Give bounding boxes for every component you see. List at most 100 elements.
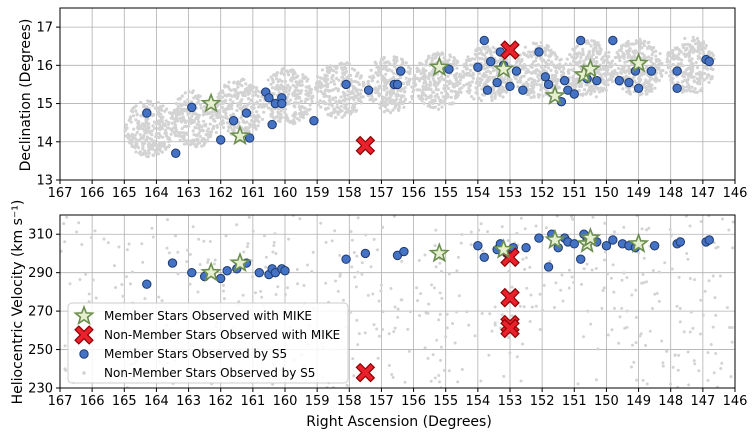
bottom-bg-star [715,385,719,388]
top-bg-star [691,64,695,68]
top-bg-star [625,69,629,73]
bottom-bg-star [640,281,644,285]
top-bg-star [269,107,273,111]
top-bg-star [202,143,206,147]
top-bg-star [524,80,529,85]
top-member-s5-point [473,62,483,72]
bottom-bg-star [487,353,491,357]
bottom-member-mike-point [229,251,251,273]
top-bg-star [134,109,138,113]
top-bg-star [212,119,216,123]
top-bg-star [357,93,361,97]
bottom-bg-star [677,353,681,357]
bottom-bg-star [305,263,309,267]
top-bg-star [243,90,247,94]
top-bg-star [481,45,485,49]
top-bg-star [246,97,251,101]
top-bg-star [613,62,617,67]
bottom-bg-star [75,230,79,234]
top-bg-star [390,69,394,73]
top-bg-star [142,128,146,132]
top-bg-star [376,80,380,84]
bottom-bg-star [480,312,484,316]
top-bg-star [626,55,630,59]
top-bg-star [595,60,599,65]
bottom-bg-star [206,260,210,264]
top-bg-star [161,135,165,139]
top-bg-star [141,144,145,148]
top-bg-star [173,119,177,124]
top-bg-star [619,49,623,53]
top-bg-star [128,117,133,121]
top-bg-star [539,88,543,92]
top-bg-star [178,138,182,142]
top-bg-star [153,148,157,152]
top-bg-star [522,51,526,55]
top-bg-star [555,71,559,75]
top-bg-star [198,94,202,98]
top-bg-star [333,107,337,112]
top-bg-star [434,87,438,92]
top-bg-star [361,84,366,88]
top-member-s5-point [608,35,618,46]
top-bg-star [305,112,309,116]
bottom-bg-star [439,358,443,362]
top-bg-star [346,89,350,93]
bottom-bg-star [208,239,212,243]
bottom-bg-star [371,292,375,296]
top-bg-star [437,107,441,111]
top-bg-star [254,114,259,119]
top-bg-star [642,72,646,76]
top-bg-star [642,81,647,86]
top-bg-star [230,94,234,98]
bottom-member-mike-point [627,232,650,253]
bottom-bg-star [684,215,688,218]
top-bg-star [344,66,348,71]
top-bg-star [532,90,536,94]
top-bg-star [587,52,591,56]
top-bg-star [212,124,216,128]
bottom-x-tick-label: 148 [658,394,683,409]
top-bg-star [254,127,258,131]
bottom-bg-star [439,345,443,349]
top-bg-star [591,50,595,54]
top-x-tick-label: 154 [465,186,490,201]
top-bg-star [571,47,575,51]
top-member-s5-point [492,77,502,88]
top-bg-star [649,85,653,89]
bottom-bg-star [324,240,328,244]
top-bg-star [603,54,607,58]
top-bg-star [171,117,176,121]
bottom-nonmember-mike-point-fill [501,320,519,337]
top-bg-star [606,64,611,68]
top-bg-star [192,110,197,115]
top-bg-star [277,78,281,82]
bottom-bg-star [408,310,412,314]
bottom-bg-star [427,302,431,306]
bottom-member-s5-point [649,241,660,251]
bottom-bg-star [611,263,615,267]
bottom-bg-star [481,249,485,253]
top-bg-star [241,93,245,97]
top-bg-star [141,147,145,151]
bottom-bg-star [372,237,376,241]
top-bg-star [423,80,428,84]
top-bg-star [705,73,710,77]
top-x-tick-label: 155 [433,186,458,201]
top-bg-star [377,84,381,89]
top-bg-star [402,105,406,109]
top-x-tick-label: 161 [240,186,265,201]
bottom-bg-star [348,310,352,314]
bottom-bg-star [356,270,360,274]
top-bg-star [204,139,208,144]
bottom-bg-star [355,318,359,322]
top-bg-star [359,74,363,78]
top-bg-star [202,123,206,127]
bottom-bg-star [560,273,564,277]
bottom-bg-star [165,218,169,222]
bottom-bg-star [729,375,733,379]
bottom-bg-star [640,227,644,231]
legend-dot-marker [82,371,86,375]
bottom-bg-star [185,260,189,264]
top-member-mike-point [544,84,566,106]
